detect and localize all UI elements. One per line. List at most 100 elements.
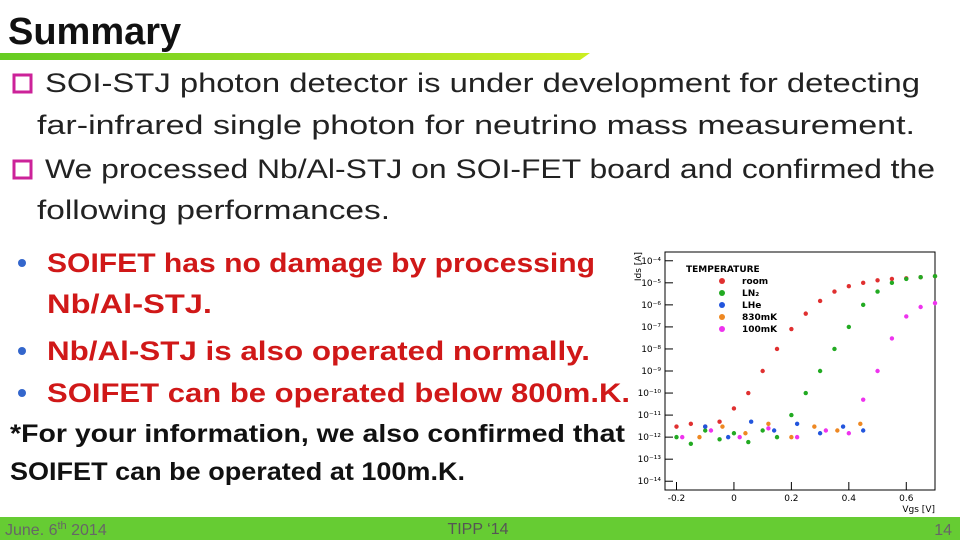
data-point [688,441,694,446]
bullet-text: following performances. [37,195,390,225]
data-point [737,434,742,440]
data-point [717,437,722,442]
y-tick-label: 10⁻⁷ [641,323,661,333]
footer-date: June. 6th 2014 [5,520,107,539]
bullet-text: We processed Nb/Al-STJ on SOI-FET board … [45,154,935,184]
y-tick-label: 10⁻⁴ [641,257,661,267]
data-point [875,368,880,374]
data-point [766,426,771,431]
legend-label: 830mK [742,313,778,323]
x-tick-label: 0.4 [842,494,857,504]
sub-bullet-marker [18,259,26,267]
bullet-marker [12,159,33,180]
data-point [875,289,880,294]
data-point [817,431,823,436]
data-point [860,397,866,402]
data-point [904,314,909,319]
y-tick-label: 10⁻⁶ [641,301,661,311]
legend-label: LN₂ [742,289,759,299]
y-tick-label: 10⁻⁸ [641,345,661,355]
x-tick-label: 0.6 [899,494,914,504]
data-point [860,302,866,308]
y-tick-label: 10⁻¹⁰ [638,389,662,399]
legend-label: LHe [742,301,761,311]
data-point [803,311,808,316]
data-point [794,421,800,427]
data-point [680,434,685,440]
data-point [858,421,863,427]
title-underline [0,53,590,60]
y-tick-label: 10⁻¹² [638,433,662,443]
data-point [832,289,837,294]
data-point [731,431,737,436]
data-point [771,428,777,433]
title: Summary [8,11,181,53]
note-text: *For your information, we also confirmed… [10,420,626,448]
y-axis-label: Ids [A] [634,252,644,281]
data-point [697,434,702,440]
data-point [932,300,938,306]
x-tick-label: 0 [731,494,737,504]
data-point [904,276,909,282]
data-point [860,280,866,286]
data-point [774,434,780,440]
data-point [703,424,708,429]
data-point [832,346,837,352]
legend-marker [719,326,725,332]
legend-marker [719,290,725,296]
legend-marker [719,314,725,320]
data-point [717,419,722,424]
bullet-marker [12,73,33,94]
legend-marker [719,302,725,308]
data-point [674,434,679,440]
sub-bullet-marker [18,347,26,355]
data-point [725,434,731,440]
x-tick-label: 0.2 [784,494,798,504]
data-point [760,368,765,374]
data-point [688,421,694,427]
footer-bar [0,517,960,540]
data-point [746,390,751,396]
data-point [823,428,829,433]
data-point [774,346,780,352]
note-text: SOIFET can be operated at 100m.K. [10,458,465,486]
data-point [760,428,765,433]
sub-bullet-text: SOIFET has no damage by processing [47,248,595,278]
data-point [817,368,823,374]
legend-title: TEMPERATURE [686,265,760,275]
y-tick-label: 10⁻¹³ [638,455,662,465]
sub-bullet-text: SOIFET can be operated below 800m.K. [47,378,630,408]
y-tick-label: 10⁻⁵ [641,279,661,289]
data-point [803,390,808,396]
y-tick-label: 10⁻¹⁴ [638,477,662,487]
data-point [860,428,866,433]
data-point [875,278,880,283]
data-point [835,428,840,433]
data-point [743,431,748,436]
footer-event: TIPP ‘14 [447,521,508,538]
data-point [720,424,725,429]
data-point [789,412,794,418]
data-point [674,424,679,429]
data-point [748,419,754,424]
sub-bullet-text: Nb/Al-STJ is also operated normally. [47,336,590,366]
legend-marker [719,278,725,284]
bullet-text: SOI-STJ photon detector is under develop… [45,68,920,98]
data-point [789,326,794,332]
data-point [817,298,823,304]
sub-bullet-marker [18,389,26,397]
sub-bullet-text: Nb/Al-STJ. [47,289,212,319]
data-point [846,324,852,330]
data-point [703,428,708,433]
y-tick-label: 10⁻⁹ [641,367,661,377]
legend-label: 100mK [742,325,778,335]
data-point [846,284,852,289]
data-point [731,406,737,411]
bullet-text: far-infrared single photon for neutrino … [37,110,915,140]
x-axis-label: Vgs [V] [902,505,935,515]
data-point [812,424,817,429]
data-point [932,273,938,279]
legend-label: room [742,277,768,287]
data-point [889,276,895,282]
